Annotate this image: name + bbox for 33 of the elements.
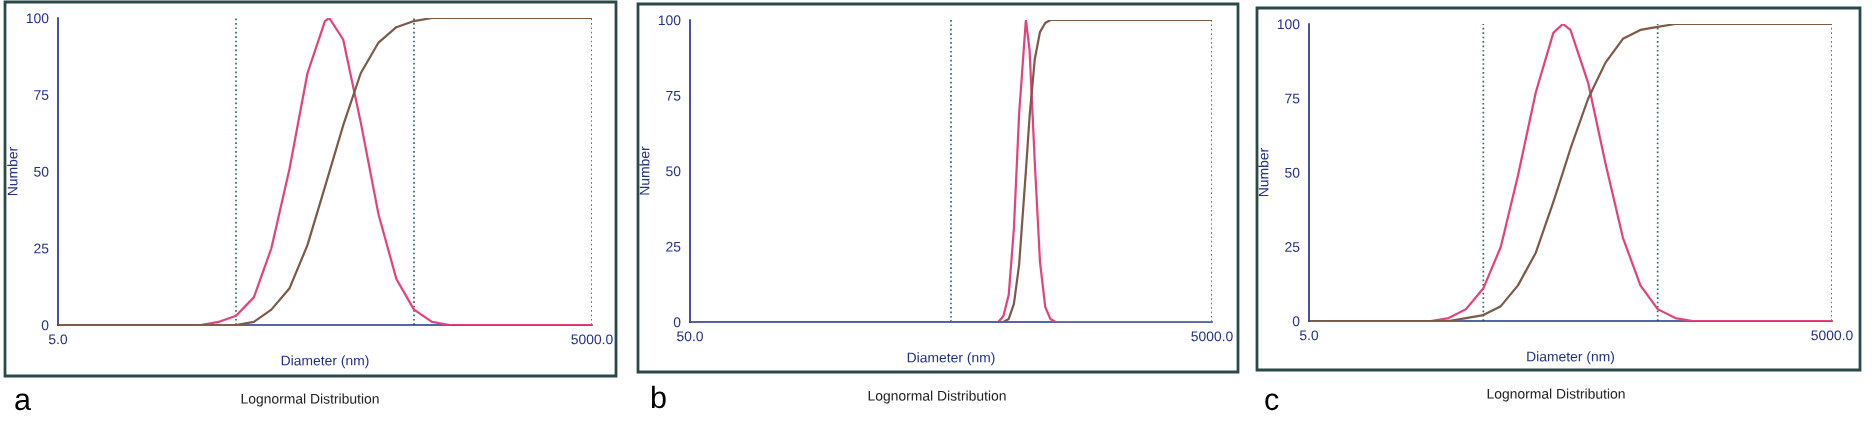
- y-tick-label: 100: [1277, 19, 1300, 30]
- y-tick-label: 25: [34, 243, 49, 254]
- text: b: [651, 385, 666, 409]
- x-axis-title: Diameter (nm): [1527, 351, 1615, 365]
- y-tick-label: 0: [1292, 316, 1300, 327]
- y-tick-label: 50: [34, 166, 49, 177]
- x-tick-label: 5.0: [48, 334, 68, 345]
- y-tick-label: 0: [41, 320, 49, 331]
- y-tick-label: 25: [1285, 242, 1300, 252]
- y-tick-label: 100: [26, 13, 49, 24]
- text: a: [15, 393, 31, 411]
- text: Lognormal Distribution: [1487, 388, 1625, 402]
- y-tick-label: 75: [1285, 93, 1300, 104]
- x-axis-title: Diameter (nm): [907, 352, 995, 366]
- y-tick-label: 25: [666, 241, 681, 252]
- x-tick-label: 5.0: [1299, 330, 1319, 341]
- y-axis-title: Number: [1258, 148, 1269, 197]
- x-axis-title: Diameter (nm): [281, 355, 369, 369]
- x-tick-label: 5000.0: [571, 334, 613, 345]
- y-tick-label: 75: [666, 90, 681, 101]
- y-tick-label: 50: [1285, 167, 1300, 178]
- x-tick-label: 5000.0: [1811, 330, 1853, 341]
- text: c: [1265, 393, 1279, 411]
- y-tick-label: 75: [34, 90, 49, 100]
- y-tick-label: 100: [658, 15, 681, 26]
- text: Lognormal Distribution: [868, 390, 1006, 404]
- x-tick-label: 50.0: [677, 331, 703, 342]
- y-tick-label: 0: [673, 317, 681, 328]
- y-axis-title: Number: [639, 146, 650, 195]
- y-tick-label: 50: [666, 166, 681, 177]
- text: Lognormal Distribution: [241, 393, 379, 407]
- x-tick-label: 5000.0: [1191, 331, 1233, 342]
- y-axis-title: Number: [7, 147, 18, 196]
